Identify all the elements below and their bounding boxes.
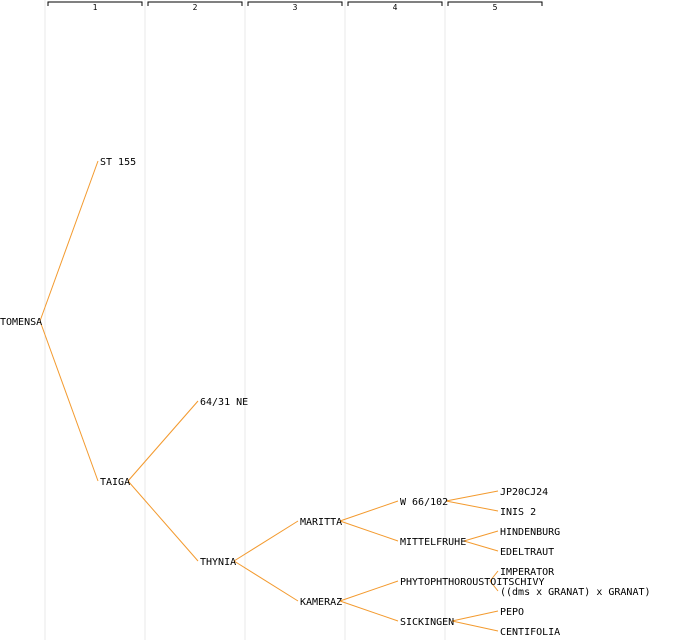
generation-bracket bbox=[447, 1, 543, 6]
pedigree-edge bbox=[339, 580, 399, 602]
generation-number: 4 bbox=[393, 3, 398, 12]
pedigree-edge bbox=[489, 570, 499, 582]
pedigree-edge bbox=[233, 560, 299, 602]
generation-number: 3 bbox=[293, 3, 298, 12]
node-phyto[interactable]: PHYTOPHTHOROUSTOITSCHIVY bbox=[400, 577, 545, 588]
pedigree-edge bbox=[233, 520, 299, 562]
generation-bracket bbox=[247, 1, 343, 6]
generation-bracket bbox=[347, 1, 443, 6]
node-centifolia[interactable]: CENTIFOLIA bbox=[500, 627, 560, 638]
node-pepo[interactable]: PEPO bbox=[500, 607, 524, 618]
generation-number: 5 bbox=[493, 3, 498, 12]
node-st155[interactable]: ST 155 bbox=[100, 157, 136, 168]
node-dmsgranat[interactable]: ((dms x GRANAT) x GRANAT) bbox=[500, 587, 651, 598]
node-tomensa[interactable]: TOMENSA bbox=[0, 317, 42, 328]
pedigree-edge bbox=[451, 620, 499, 632]
generation-number: 2 bbox=[193, 3, 198, 12]
node-edeltraut[interactable]: EDELTRAUT bbox=[500, 547, 554, 558]
pedigree-edge bbox=[489, 580, 499, 592]
pedigree-edge bbox=[127, 400, 199, 482]
pedigree-edge bbox=[39, 160, 99, 322]
node-jp20cj24[interactable]: JP20CJ24 bbox=[500, 487, 548, 498]
node-sickingen[interactable]: SICKINGEN bbox=[400, 617, 454, 628]
pedigree-edge bbox=[339, 520, 399, 542]
node-maritta[interactable]: MARITTA bbox=[300, 517, 342, 528]
pedigree-edge bbox=[445, 500, 499, 512]
node-kameraz[interactable]: KAMERAZ bbox=[300, 597, 342, 608]
node-thynia[interactable]: THYNIA bbox=[200, 557, 236, 568]
generation-number: 1 bbox=[93, 3, 98, 12]
pedigree-edge bbox=[463, 540, 499, 552]
generation-bracket bbox=[47, 1, 143, 6]
node-taiga[interactable]: TAIGA bbox=[100, 477, 130, 488]
pedigree-edge bbox=[445, 490, 499, 502]
pedigree-edge bbox=[451, 610, 499, 622]
node-inis2[interactable]: INIS 2 bbox=[500, 507, 536, 518]
pedigree-edge bbox=[463, 530, 499, 542]
generation-bracket bbox=[147, 1, 243, 6]
pedigree-edge bbox=[39, 320, 99, 482]
node-imperator[interactable]: IMPERATOR bbox=[500, 567, 555, 578]
node-w66102[interactable]: W 66/102 bbox=[400, 497, 448, 508]
pedigree-edge bbox=[339, 500, 399, 522]
node-ne6431[interactable]: 64/31 NE bbox=[200, 397, 248, 408]
node-mittelfruhe[interactable]: MITTELFRUHE bbox=[400, 537, 466, 548]
pedigree-edge bbox=[339, 600, 399, 622]
pedigree-edge bbox=[127, 480, 199, 562]
node-hindenburg[interactable]: HINDENBURG bbox=[500, 527, 560, 538]
